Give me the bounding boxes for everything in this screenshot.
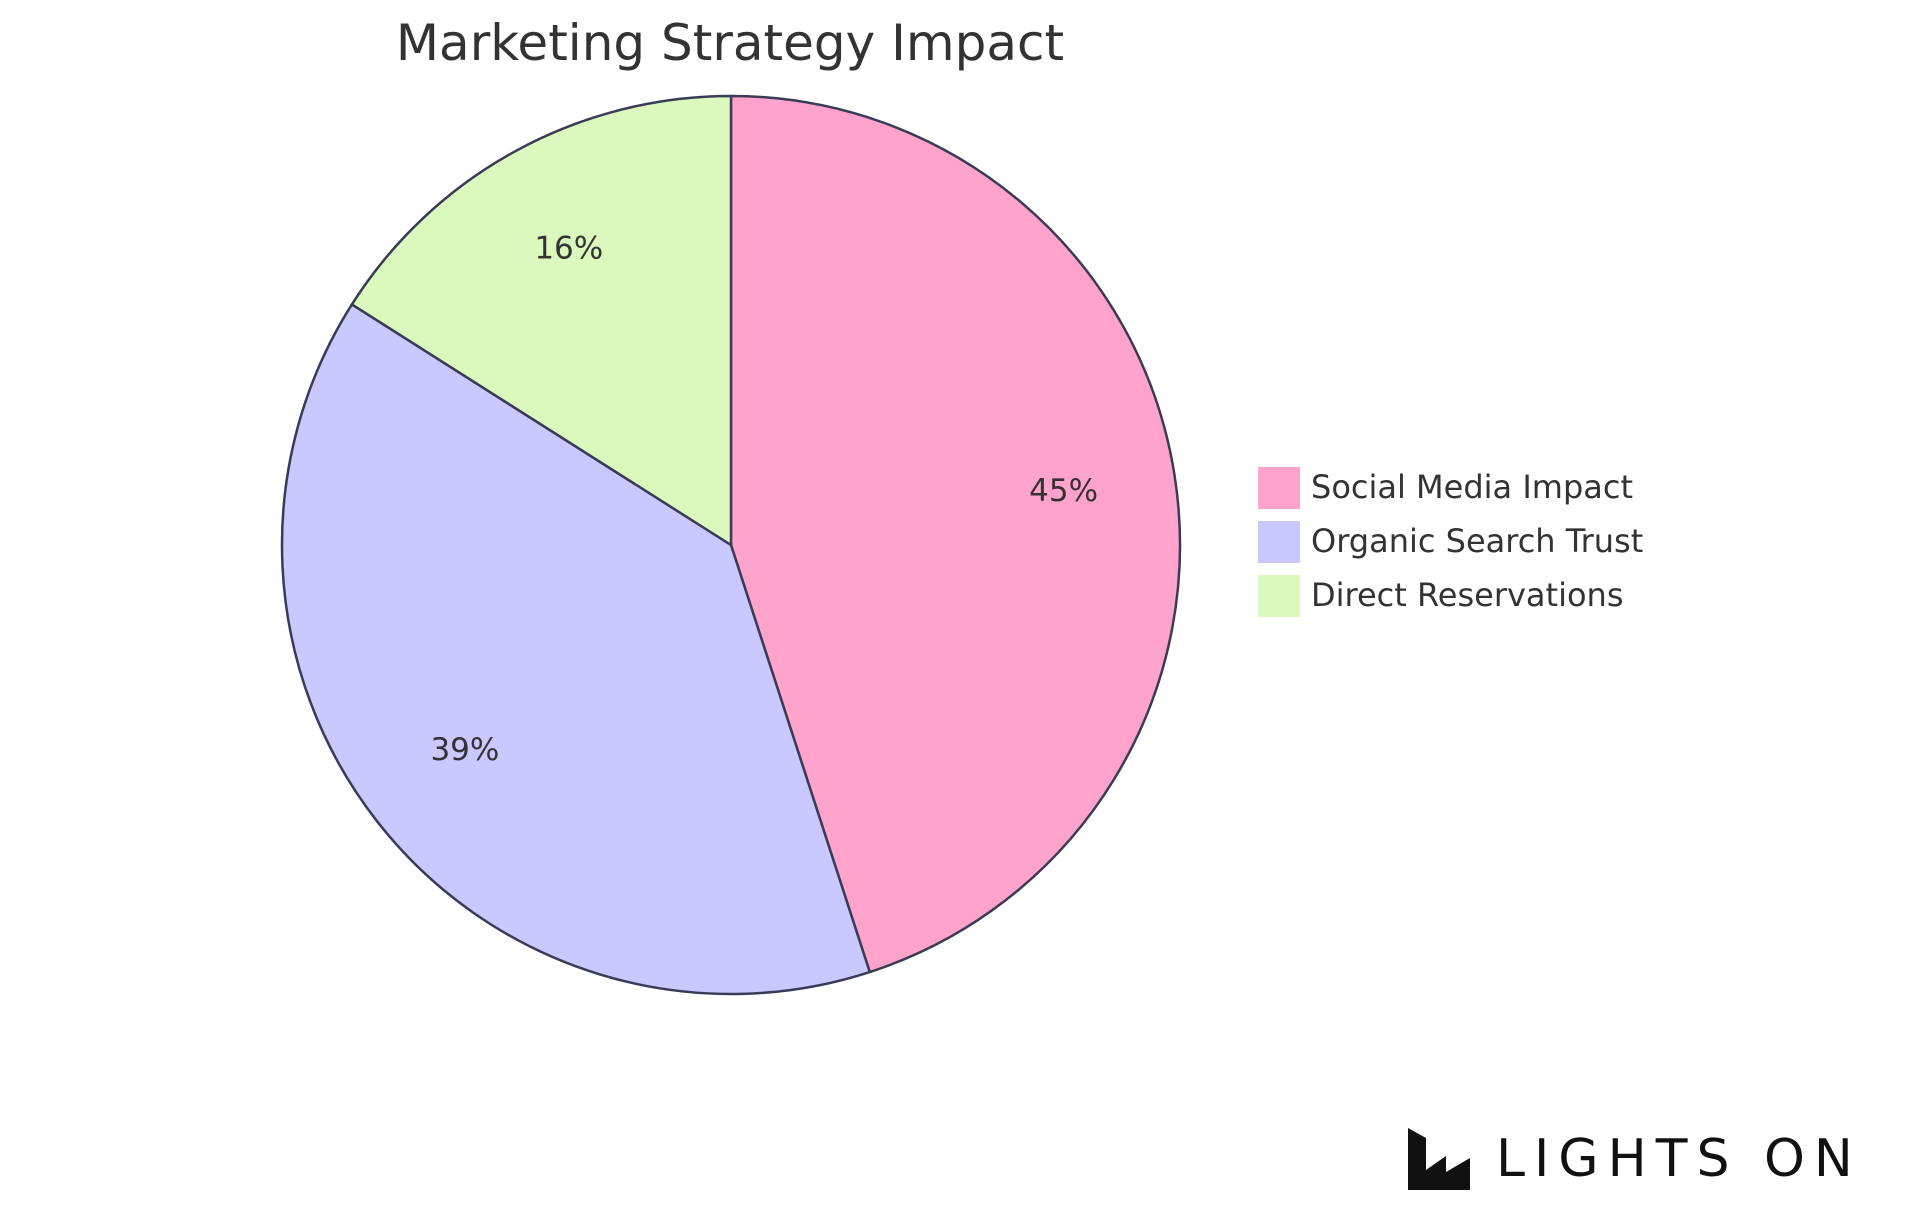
pie-slice-labels: 45% 39% 16%	[430, 230, 1098, 767]
pie-slices	[280, 94, 1182, 996]
legend-swatch	[1256, 573, 1302, 619]
chart-title: Marketing Strategy Impact	[396, 14, 1064, 72]
brand-wordmark: LIGHTS ON	[1496, 1129, 1862, 1189]
pie-slice-organic-search-trust	[280, 302, 872, 996]
pie-slice-social-media-impact	[729, 94, 1182, 974]
legend-label: Direct Reservations	[1311, 576, 1624, 614]
slice-percent-label: 45%	[1029, 473, 1098, 509]
legend-label: Organic Search Trust	[1311, 522, 1643, 560]
legend-label: Social Media Impact	[1311, 468, 1633, 506]
slice-percent-label: 16%	[534, 230, 603, 266]
legend-swatch	[1256, 519, 1302, 565]
pie-slice-direct-reservations	[350, 94, 733, 548]
brand-footer: LIGHTS ON	[1408, 1128, 1862, 1190]
lights-on-logo-icon	[1408, 1128, 1470, 1190]
legend-swatch	[1256, 465, 1302, 511]
chart-legend: Social Media Impact Organic Search Trust D…	[1256, 465, 1643, 619]
slice-percent-label: 39%	[430, 732, 499, 768]
